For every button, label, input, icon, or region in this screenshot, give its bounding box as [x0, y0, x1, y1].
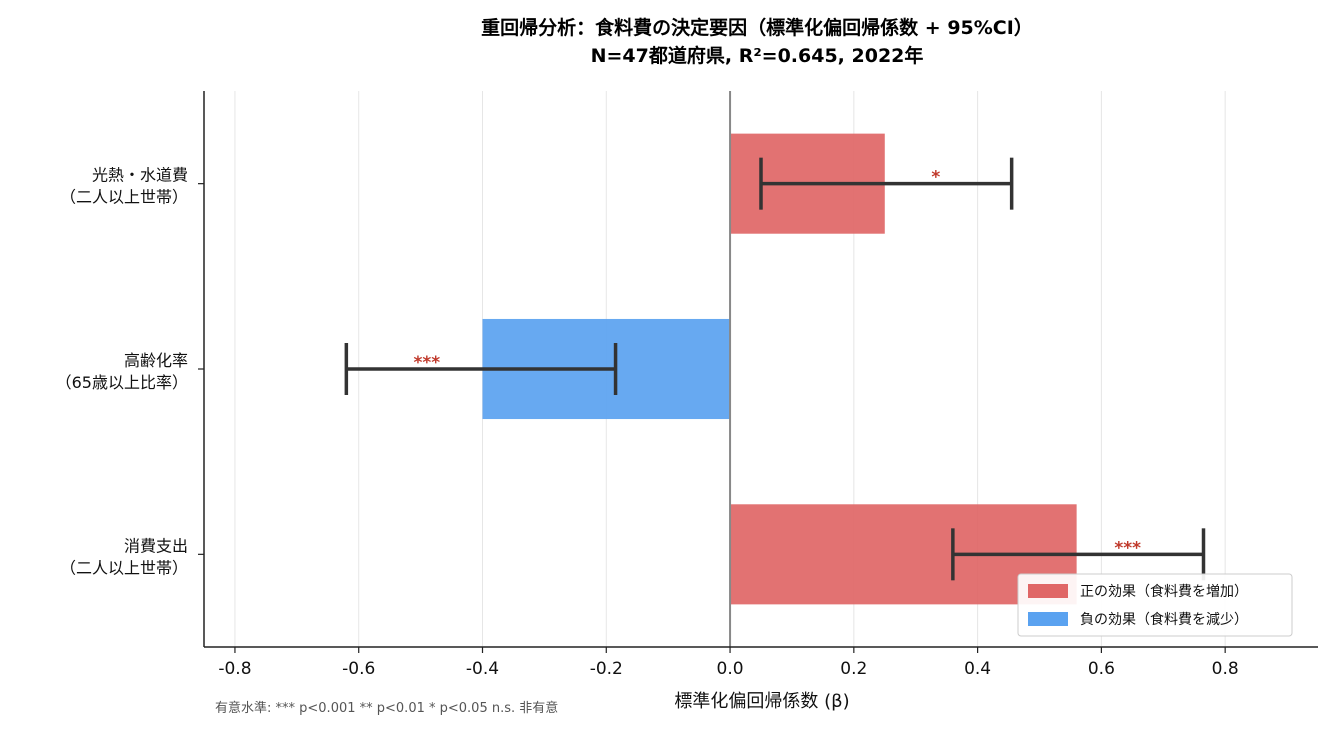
category-label-2-line2: （二人以上世帯）	[60, 558, 188, 577]
x-ticks: -0.8 -0.6 -0.4 -0.2 0.0 0.2 0.4 0.6 0.8	[218, 647, 1239, 679]
x-tick-label-2: -0.4	[466, 659, 499, 679]
x-tick-label-8: 0.8	[1212, 659, 1239, 679]
x-tick-label-5: 0.2	[840, 659, 867, 679]
legend-label-0: 正の効果（食料費を増加）	[1080, 583, 1248, 600]
chart-title-line1: 重回帰分析：食料費の決定要因（標準化偏回帰係数 + 95%CI）	[481, 16, 1033, 39]
significance-label-0: *	[931, 168, 940, 188]
category-label-1-line1: 高齢化率	[124, 351, 188, 370]
chart-title-line2: N=47都道府県, R²=0.645, 2022年	[591, 44, 924, 67]
x-tick-label-1: -0.6	[342, 659, 375, 679]
legend-box	[1017, 573, 1293, 637]
x-tick-label-6: 0.4	[964, 659, 991, 679]
category-label-0-line1: 光熱・水道費	[92, 166, 188, 185]
error-bars	[344, 157, 1206, 581]
significance-labels: *******	[413, 168, 1141, 559]
x-tick-label-0: -0.8	[218, 659, 251, 679]
significance-label-1: ***	[413, 353, 440, 373]
x-tick-label-3: -0.2	[590, 659, 623, 679]
legend-label-1: 負の効果（食料費を減少）	[1080, 611, 1248, 628]
significance-label-2: ***	[1114, 538, 1141, 558]
significance-footnote: 有意水準: *** p<0.001 ** p<0.01 * p<0.05 n.s…	[215, 700, 558, 716]
y-category-labels: 光熱・水道費 （二人以上世帯） 高齢化率 （65歳以上比率） 消費支出 （二人以上世帯）	[56, 166, 204, 577]
category-label-2-line1: 消費支出	[124, 536, 188, 555]
category-label-0-line2: （二人以上世帯）	[60, 188, 188, 207]
x-tick-label-4: 0.0	[717, 659, 744, 679]
legend-swatch-0	[1028, 584, 1068, 598]
x-tick-label-7: 0.6	[1088, 659, 1115, 679]
legend-swatch-1	[1028, 612, 1068, 626]
category-label-1-line2: （65歳以上比率）	[56, 373, 188, 392]
x-axis-title: 標準化偏回帰係数 (β)	[674, 691, 849, 712]
legend: 正の効果（食料費を増加） 負の効果（食料費を減少）	[1017, 573, 1293, 637]
